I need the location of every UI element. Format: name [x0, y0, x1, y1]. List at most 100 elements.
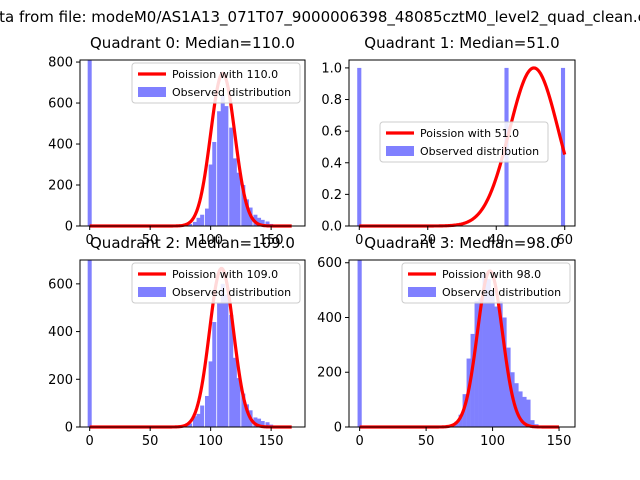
- y-tick-label: 200: [48, 179, 73, 194]
- histogram-bar: [494, 306, 499, 427]
- histogram-bar: [232, 357, 237, 427]
- histogram-bar: [257, 217, 262, 226]
- legend: Poission with 110.0 Observed distribution: [131, 62, 301, 104]
- legend-label: Observed distribution: [172, 86, 291, 99]
- histogram-bar: [200, 405, 205, 427]
- legend-bar-swatch: [408, 287, 436, 297]
- histogram-bar: [212, 322, 217, 427]
- histogram-bar: [260, 219, 265, 226]
- y-tick-label: 1.0: [321, 61, 342, 76]
- y-tick-label: 400: [48, 138, 73, 153]
- axes-frame: [79, 59, 306, 227]
- histogram-bar: [217, 111, 222, 226]
- x-tick-label: 50: [418, 434, 435, 449]
- histogram-bar: [196, 217, 201, 226]
- histogram-bar: [232, 158, 237, 226]
- legend: Poission with 109.0 Observed distribution: [131, 262, 301, 304]
- subplot-3: Quadrant 3: Median=98.00 50 100 15002004006…: [317, 234, 576, 449]
- x-tick-label: 150: [547, 434, 572, 449]
- histogram-bar: [87, 260, 92, 427]
- legend-label: Poission with 109.0: [172, 268, 278, 281]
- histogram-bar: [478, 298, 483, 427]
- legend-frame: [401, 262, 571, 304]
- legend-frame: [131, 62, 301, 104]
- histogram-bar: [498, 301, 503, 427]
- legend-bar-swatch: [138, 87, 166, 97]
- legend-label: Observed distribution: [420, 145, 539, 158]
- subplot-2: Quadrant 2: Median=109.00 50 100 1500200400…: [48, 234, 306, 449]
- x-tick-label: 50: [142, 233, 159, 248]
- y-tick-label: 600: [48, 277, 73, 292]
- y-tick-label: 0.2: [321, 188, 342, 203]
- legend-bar-swatch: [386, 146, 414, 156]
- histogram-bar: [458, 414, 463, 427]
- axes-frame: [348, 259, 576, 428]
- x-tick-label: 50: [142, 434, 159, 449]
- histogram-bar: [217, 302, 222, 427]
- y-tick-label: 0.0: [321, 220, 342, 235]
- histogram-bar: [530, 420, 535, 427]
- histogram-bar: [265, 422, 270, 427]
- x-tick-label: 0: [355, 233, 363, 248]
- x-tick-label: 100: [198, 233, 223, 248]
- legend: Poission with 98.0 Observed distribution: [401, 262, 571, 304]
- x-tick-label: 40: [488, 233, 505, 248]
- histogram-bar: [220, 283, 225, 427]
- histogram-bar: [208, 164, 213, 226]
- x-tick-label: 20: [419, 233, 436, 248]
- subplot-grid: Quadrant 0: Median=110.00 50 100 1500200400…: [48, 34, 576, 449]
- y-tick-label: 400: [317, 311, 342, 326]
- histogram-bar: [196, 413, 201, 427]
- figure-suptitle: Data from file: modeM0/AS1A13_071T07_900…: [0, 8, 640, 27]
- legend-frame: [131, 262, 301, 304]
- histogram-bar: [244, 199, 249, 226]
- y-tick-label: 0: [65, 220, 73, 235]
- histogram-bar: [265, 221, 270, 226]
- x-tick-label: 150: [259, 434, 284, 449]
- y-tick-label: 0.8: [321, 93, 342, 108]
- y-tick-label: 0: [65, 421, 73, 436]
- histogram-bar: [205, 208, 210, 226]
- histogram-bar: [208, 361, 213, 427]
- histogram-bar: [224, 294, 229, 427]
- y-tick-label: 600: [317, 256, 342, 271]
- x-tick-label: 0: [355, 434, 363, 449]
- histogram-bar: [220, 94, 225, 226]
- histogram-bar: [205, 395, 210, 427]
- histogram-bar: [236, 378, 241, 427]
- histogram-bar: [260, 421, 265, 427]
- y-tick-label: 0.4: [321, 156, 342, 171]
- x-tick-label: 0: [86, 233, 94, 248]
- histogram-bar: [514, 383, 519, 427]
- legend: Poission with 51.0 Observed distribution: [379, 121, 549, 163]
- x-tick-label: 60: [556, 233, 573, 248]
- axes-frame: [79, 259, 306, 428]
- histogram-bar: [188, 423, 193, 427]
- y-tick-label: 200: [317, 366, 342, 381]
- subplot-title: Quadrant 1: Median=51.0: [364, 34, 559, 52]
- subplot-0: Quadrant 0: Median=110.0 0 50 100 150 0 200 400…: [48, 34, 306, 248]
- histogram-bar: [474, 301, 479, 427]
- y-tick-label: 0: [334, 421, 342, 436]
- histogram-bar: [244, 404, 249, 427]
- histogram-bar: [257, 418, 262, 427]
- histogram-bar: [229, 314, 234, 427]
- histogram-bar: [526, 399, 531, 427]
- y-tick-label: 400: [48, 325, 73, 340]
- histogram-bar: [502, 317, 507, 427]
- legend-label: Poission with 98.0: [442, 268, 541, 281]
- histogram-bar: [192, 416, 197, 427]
- histogram-bar: [357, 260, 362, 427]
- histogram-bar: [241, 393, 246, 427]
- y-tick-label: 200: [48, 373, 73, 388]
- histogram-bar: [200, 214, 205, 226]
- histogram-bar: [357, 67, 362, 227]
- subplot-title: Quadrant 3: Median=98.0: [364, 234, 559, 252]
- y-tick-label: 0.6: [321, 125, 342, 140]
- y-tick-label: 600: [48, 97, 73, 112]
- subplot-title: Quadrant 2: Median=109.0: [90, 234, 295, 252]
- histogram-bar: [192, 221, 197, 226]
- histogram-bar: [470, 333, 475, 427]
